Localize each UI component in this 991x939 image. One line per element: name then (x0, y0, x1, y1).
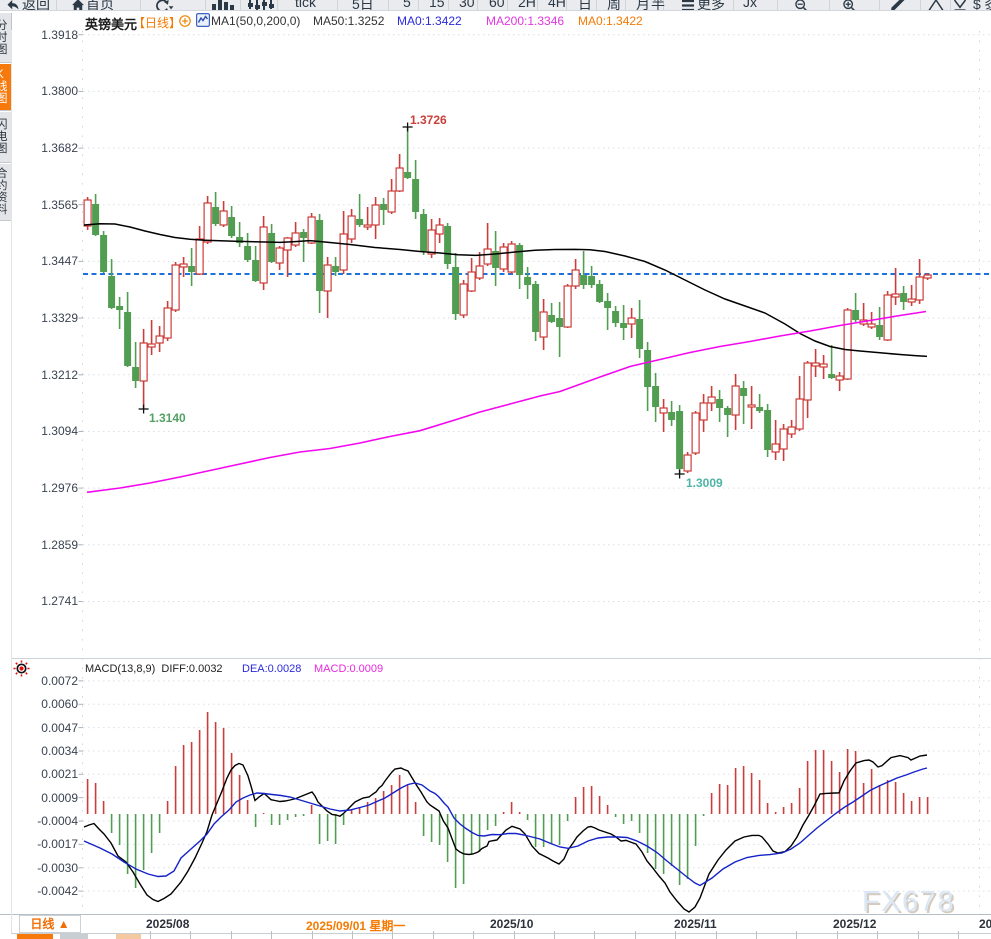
svg-text:1.3140: 1.3140 (149, 411, 186, 425)
svg-text:1.3726: 1.3726 (410, 113, 447, 127)
svg-text:1.3009: 1.3009 (686, 476, 723, 490)
